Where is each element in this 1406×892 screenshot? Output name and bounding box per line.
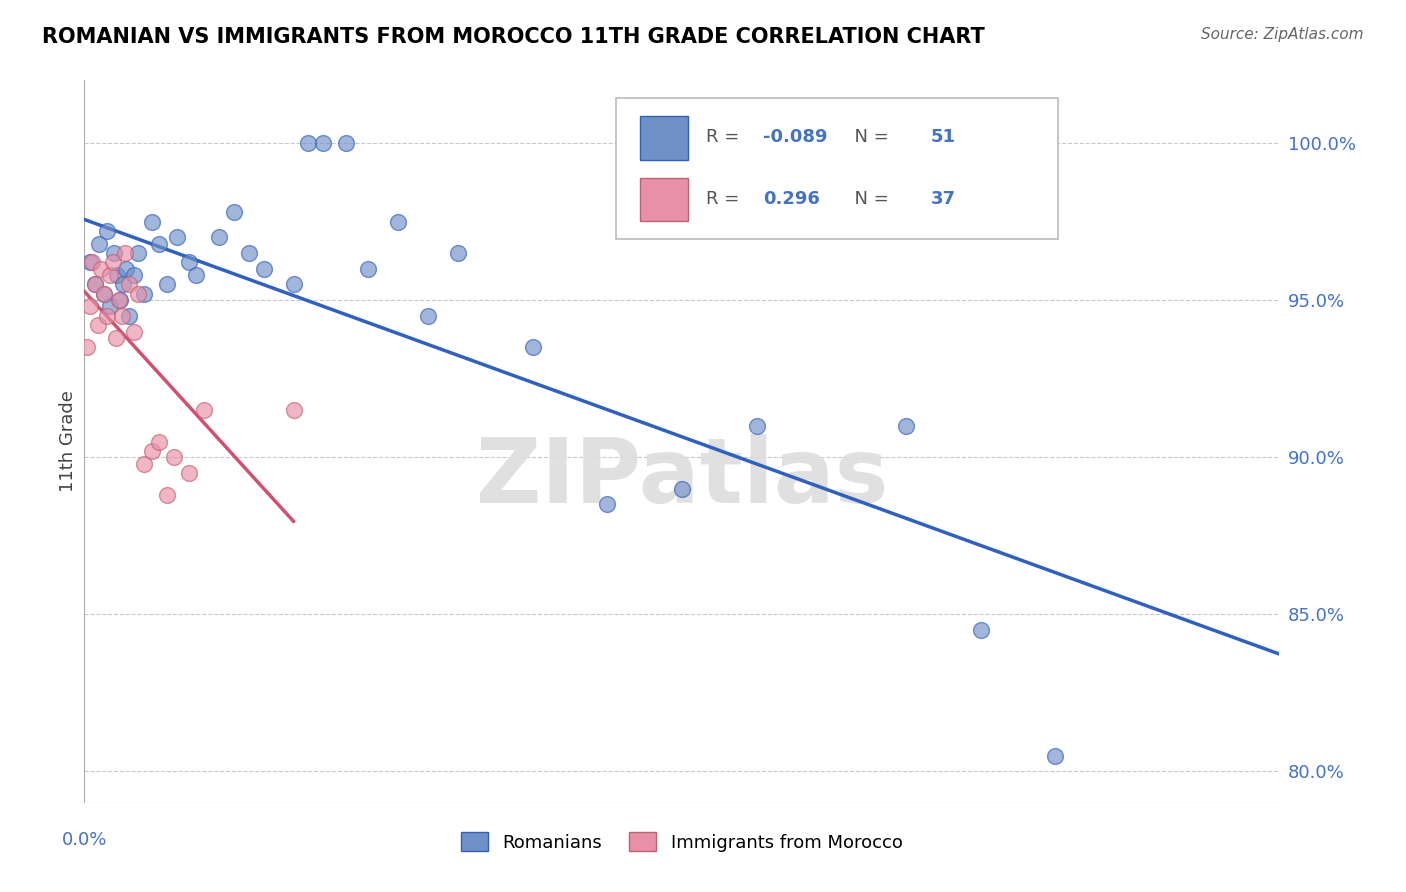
- Point: [79, 300, 101, 314]
- Text: ROMANIAN VS IMMIGRANTS FROM MOROCCO 11TH GRADE CORRELATION CHART: ROMANIAN VS IMMIGRANTS FROM MOROCCO 11TH…: [42, 27, 986, 46]
- Legend: Romanians, Immigrants from Morocco: Romanians, Immigrants from Morocco: [454, 825, 910, 859]
- Point: [745, 418, 768, 433]
- Point: [98, 268, 121, 282]
- Point: [107, 293, 129, 308]
- Point: [155, 277, 177, 292]
- Point: [387, 214, 409, 228]
- Point: [114, 246, 136, 260]
- Point: [89, 236, 111, 251]
- Point: [1045, 748, 1067, 763]
- Point: [122, 268, 145, 282]
- Point: [447, 246, 470, 260]
- Text: ZIPatlas: ZIPatlas: [475, 434, 889, 522]
- Point: [141, 444, 163, 458]
- Point: [283, 277, 305, 292]
- Point: [970, 623, 993, 637]
- Point: [208, 230, 231, 244]
- Text: -0.089: -0.089: [763, 128, 828, 145]
- Y-axis label: 11th Grade: 11th Grade: [59, 391, 77, 492]
- Point: [115, 261, 138, 276]
- Point: [111, 309, 134, 323]
- Point: [186, 268, 208, 282]
- Point: [90, 261, 112, 276]
- Point: [83, 277, 105, 292]
- Point: [283, 403, 305, 417]
- Point: [104, 331, 127, 345]
- Point: [416, 309, 439, 323]
- Point: [177, 466, 200, 480]
- Point: [105, 268, 128, 282]
- Point: [98, 300, 121, 314]
- Point: [93, 286, 115, 301]
- Point: [79, 255, 101, 269]
- Text: R =: R =: [706, 191, 751, 209]
- Point: [96, 309, 118, 323]
- Text: N =: N =: [844, 191, 894, 209]
- Point: [132, 286, 156, 301]
- Point: [93, 286, 115, 301]
- Point: [222, 205, 245, 219]
- Point: [112, 277, 135, 292]
- Point: [83, 277, 105, 292]
- Point: [253, 261, 276, 276]
- Point: [166, 230, 188, 244]
- Point: [671, 482, 693, 496]
- Point: [118, 277, 141, 292]
- Text: 37: 37: [931, 191, 956, 209]
- Bar: [640, 178, 688, 221]
- FancyBboxPatch shape: [616, 98, 1059, 239]
- Point: [122, 325, 145, 339]
- Point: [193, 403, 215, 417]
- Text: 0.296: 0.296: [763, 191, 820, 209]
- Text: R =: R =: [706, 128, 745, 145]
- Point: [335, 136, 357, 150]
- Point: [155, 488, 177, 502]
- Text: Source: ZipAtlas.com: Source: ZipAtlas.com: [1201, 27, 1364, 42]
- Point: [127, 246, 149, 260]
- Point: [148, 434, 170, 449]
- Point: [148, 236, 170, 251]
- Point: [894, 418, 917, 433]
- Point: [238, 246, 260, 260]
- Point: [357, 261, 380, 276]
- Point: [101, 255, 124, 269]
- Point: [522, 340, 544, 354]
- Text: 51: 51: [931, 128, 956, 145]
- Point: [96, 224, 118, 238]
- Point: [141, 214, 163, 228]
- Text: 0.0%: 0.0%: [62, 831, 107, 849]
- Point: [177, 255, 200, 269]
- Point: [118, 309, 141, 323]
- Point: [596, 497, 619, 511]
- Point: [163, 450, 186, 465]
- Point: [127, 286, 149, 301]
- Bar: [640, 117, 688, 160]
- Point: [312, 136, 335, 150]
- Point: [110, 293, 132, 308]
- Point: [132, 457, 156, 471]
- Point: [103, 246, 125, 260]
- Point: [80, 255, 103, 269]
- Point: [297, 136, 319, 150]
- Point: [76, 340, 98, 354]
- Point: [87, 318, 110, 333]
- Text: N =: N =: [844, 128, 894, 145]
